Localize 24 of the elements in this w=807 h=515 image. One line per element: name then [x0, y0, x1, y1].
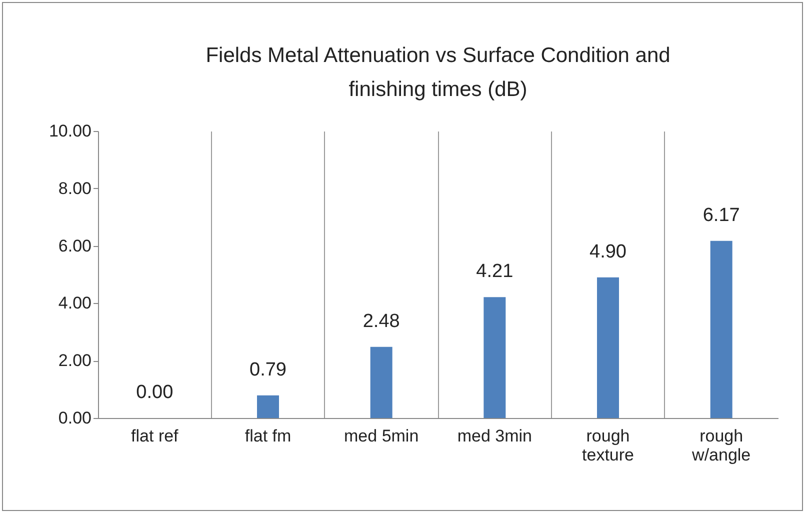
- data-label: 0.00: [136, 382, 174, 403]
- x-tick-label: flat ref: [131, 426, 179, 446]
- data-label: 2.48: [362, 310, 400, 332]
- y-tick-label: 2.00: [58, 351, 92, 370]
- y-tick-label: 10.00: [48, 122, 92, 140]
- x-tick-label: med 3min: [457, 426, 532, 446]
- data-label: 4.90: [590, 241, 626, 262]
- bar: [370, 346, 392, 418]
- bar: [484, 297, 506, 418]
- data-label: 6.17: [702, 204, 740, 226]
- y-tick-label: 0.00: [58, 408, 92, 428]
- x-tick-label: rough w/angle: [691, 426, 751, 464]
- x-tick-label: flat fm: [244, 426, 292, 446]
- bar: [597, 277, 619, 418]
- bar: [257, 395, 279, 418]
- chart-title: Fields Metal Attenuation vs Surface Condition and finishing times (dB): [206, 44, 670, 101]
- data-label: 0.79: [250, 359, 286, 380]
- x-tick-label: med 5min: [344, 426, 419, 446]
- x-tick-label: rough texture: [582, 426, 634, 464]
- y-tick-label: 4.00: [58, 294, 92, 313]
- data-label: 4.21: [476, 261, 514, 282]
- y-tick-label: 8.00: [58, 178, 92, 198]
- bar: [710, 240, 732, 418]
- y-tick-label: 6.00: [58, 236, 92, 256]
